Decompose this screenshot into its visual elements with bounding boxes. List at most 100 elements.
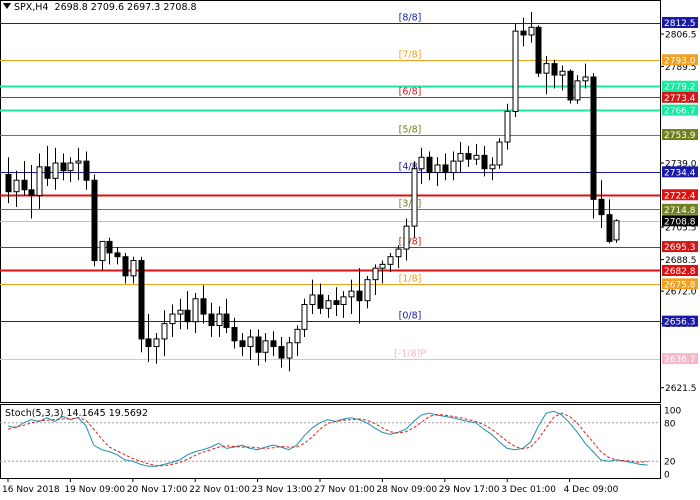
price-tag: 2708.8 [662, 215, 698, 227]
price-tag: 2722.4 [662, 189, 698, 201]
price-tag-label: 2714.8 [664, 206, 696, 216]
candle-body [528, 26, 535, 36]
candle-body [161, 323, 168, 340]
candle-body [114, 252, 121, 258]
price-tick-label: 2672.0 [665, 288, 697, 298]
time-axis-label: 23 Nov 13:00 [252, 485, 313, 495]
price-tag: 2812.5 [662, 17, 698, 29]
candle-body [21, 179, 28, 191]
candle-body [364, 279, 371, 302]
time-axis-label: 27 Nov 01:00 [314, 485, 375, 495]
stoch-axis-label: 80 [664, 419, 676, 429]
price-tag-bg [662, 264, 698, 276]
price-tag-bg [662, 315, 698, 327]
candle-body [543, 63, 550, 74]
price-tag-bg [662, 80, 698, 92]
candle-body [395, 248, 402, 258]
price-tag-bg [662, 203, 698, 215]
level-label: [7/8] [399, 50, 422, 61]
candle-body [122, 256, 129, 277]
price-tag: 2714.8 [662, 203, 698, 216]
price-tag-bg [662, 353, 698, 365]
price-tag-label: 2682.8 [664, 267, 696, 277]
candle-body [348, 290, 355, 298]
price-tag-label: 2636.7 [664, 355, 696, 365]
price-tag-bg [662, 17, 698, 29]
candle-body [5, 174, 12, 193]
price-tag-bg [662, 189, 698, 201]
candle-body [457, 152, 464, 162]
price-tag-label: 2779.2 [664, 83, 696, 93]
price-tag-label: 2675.8 [664, 280, 696, 290]
level-label: [-1/8]P [394, 349, 426, 360]
candle-body [372, 267, 379, 281]
candle-body [278, 346, 285, 359]
price-tag-label: 2695.3 [664, 243, 696, 253]
price-tag-label: 2812.5 [664, 19, 696, 29]
candle-body [301, 304, 308, 330]
candle-body [294, 328, 301, 344]
candle-body [255, 336, 262, 353]
price-tag: 2753.9 [662, 129, 698, 141]
price-tag-bg [662, 129, 698, 141]
candle-body [75, 160, 82, 164]
price-tag: 2779.2 [662, 80, 698, 93]
candle-body [567, 70, 574, 101]
candle-body [590, 76, 597, 200]
candle-body [387, 256, 394, 265]
price-tick-label: 2705.5 [665, 224, 697, 234]
price-tick-label: 2739.0 [665, 160, 697, 170]
candle-body [481, 154, 488, 170]
candle-body [379, 263, 386, 269]
candle-body [99, 240, 106, 262]
candle-body [434, 164, 441, 174]
price-tag-bg [662, 91, 698, 103]
candle-body [28, 189, 35, 197]
main-pane-frame [0, 0, 661, 403]
price-tag-label: 2722.4 [664, 191, 696, 201]
murrey-math-levels: [8/8] [7/8] [6/8] [5/8] [4/8] [3/8] [2/8] [1/8]… [0, 13, 660, 360]
symbol-name: SPX,H4 [14, 2, 49, 13]
candle-body [551, 63, 558, 76]
chart-axes: 2806.52789.52739.02705.52688.52672.02655… [2, 30, 697, 495]
price-tag-bg [662, 278, 698, 290]
candle-body [239, 340, 246, 348]
stoch-signal-line [7, 412, 648, 467]
candle-body [169, 313, 176, 325]
candle-body [496, 141, 503, 166]
price-tag-bg [662, 54, 698, 66]
candle-body [356, 290, 363, 302]
price-tag-bg [662, 166, 698, 178]
candle-body [512, 30, 519, 112]
price-tag: 2734.4 [662, 166, 698, 178]
candle-body [418, 156, 425, 170]
candle-body [247, 336, 254, 348]
level-label: [0/8] [399, 311, 422, 322]
candle-body [309, 294, 316, 305]
stoch-axis-label: 20 [664, 458, 676, 468]
price-tag-bg [662, 241, 698, 253]
level-label: [8/8] [399, 13, 422, 24]
price-tag: 2793.0 [662, 54, 698, 66]
stochastic-label: Stoch(5,3,3) 14.1645 19.5692 [5, 408, 149, 419]
candle-body [36, 166, 43, 197]
candle-body [270, 340, 277, 348]
level-label: [5/8] [399, 125, 422, 136]
level-label: [4/8] [399, 162, 422, 173]
price-tick-label: 2621.5 [665, 384, 697, 394]
time-axis-label: 28 Nov 09:00 [376, 485, 437, 495]
time-axis-label: 3 Dec 01:00 [501, 485, 556, 495]
symbol-info: SPX,H4 2698.8 2709.6 2697.3 2708.8 [3, 2, 197, 13]
price-tag-label: 2656.3 [664, 318, 696, 328]
stochastic-oscillator [0, 410, 660, 467]
candle-body [138, 260, 145, 340]
chart-grid [0, 0, 661, 479]
stoch-axis-label: 0 [664, 471, 670, 481]
candle-body [192, 298, 199, 323]
price-tag-label: 2766.7 [664, 107, 696, 117]
candle-body [340, 296, 347, 305]
price-tick-label: 2806.5 [665, 30, 697, 40]
time-axis-label: 19 Nov 09:00 [64, 485, 125, 495]
